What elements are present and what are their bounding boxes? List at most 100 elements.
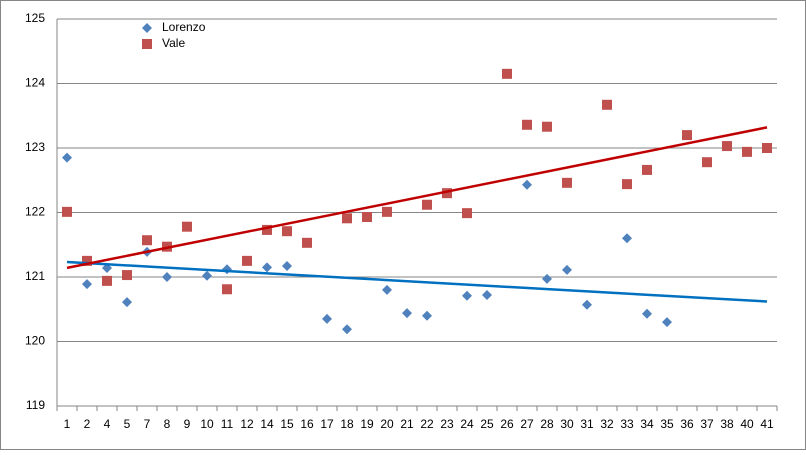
point (622, 179, 632, 190)
x-tick-label: 22 (420, 417, 434, 431)
point (662, 317, 672, 328)
point (542, 273, 552, 284)
point (462, 208, 472, 219)
x-tick-label: 41 (760, 417, 774, 431)
x-tick-label: 17 (320, 417, 334, 431)
x-tick-label: 32 (600, 417, 614, 431)
y-tick-label: 121 (25, 269, 45, 283)
legend-marker (142, 23, 152, 33)
x-tick-label: 24 (460, 417, 474, 431)
point (462, 290, 472, 301)
legend-marker (142, 39, 152, 49)
point (642, 164, 652, 175)
point (602, 99, 612, 110)
point (362, 212, 372, 223)
x-tick-label: 5 (124, 417, 131, 431)
point (202, 270, 212, 281)
point (182, 221, 192, 232)
point (502, 68, 512, 79)
point (442, 188, 452, 199)
point (282, 261, 292, 272)
x-tick-label: 16 (300, 417, 314, 431)
y-tick-label: 124 (25, 76, 45, 90)
point (142, 235, 152, 246)
x-tick-label: 11 (221, 417, 234, 431)
point (522, 119, 532, 130)
x-tick-label: 9 (184, 417, 191, 431)
point (382, 206, 392, 217)
point (422, 199, 432, 210)
point (582, 299, 592, 310)
point (682, 130, 692, 141)
point (262, 224, 272, 235)
x-tick-label: 26 (500, 417, 514, 431)
point (742, 146, 752, 157)
point (722, 141, 732, 152)
point (762, 143, 772, 153)
x-tick-label: 12 (240, 417, 254, 431)
x-tick-label: 36 (680, 417, 694, 431)
point (102, 275, 112, 286)
point (542, 121, 552, 132)
y-tick-label: 122 (25, 205, 45, 219)
x-tick-label: 33 (620, 417, 634, 431)
point (162, 272, 172, 282)
x-tick-label: 18 (340, 417, 354, 431)
x-tick-label: 20 (380, 417, 394, 431)
point (402, 308, 412, 319)
y-tick-label: 125 (25, 11, 45, 25)
point (242, 255, 252, 266)
point (642, 308, 652, 319)
x-tick-label: 25 (480, 417, 494, 431)
point (322, 313, 332, 324)
point (622, 233, 632, 244)
legend-label: Vale (162, 36, 185, 50)
x-tick-label: 19 (360, 417, 374, 431)
point (382, 284, 392, 295)
point (422, 310, 432, 321)
x-tick-label: 7 (144, 417, 151, 431)
point (62, 206, 72, 217)
x-tick-label: 4 (104, 417, 111, 431)
x-tick-label: 34 (640, 417, 654, 431)
x-tick-label: 31 (580, 417, 594, 431)
point (522, 179, 532, 190)
trendline (66, 126, 768, 270)
x-tick-label: 8 (164, 417, 171, 431)
y-tick-label: 119 (26, 398, 45, 412)
x-tick-label: 15 (280, 417, 294, 431)
point (482, 290, 492, 301)
x-tick-label: 40 (740, 417, 754, 431)
point (702, 157, 712, 168)
legend-label: Lorenzo (162, 20, 206, 34)
x-tick-label: 27 (520, 417, 534, 431)
point (62, 152, 72, 163)
x-tick-label: 35 (660, 417, 674, 431)
point (562, 264, 572, 275)
point (82, 279, 92, 290)
point (82, 255, 92, 266)
x-tick-label: 30 (560, 417, 574, 431)
point (282, 226, 292, 237)
x-tick-label: 37 (700, 417, 714, 431)
point (222, 284, 232, 295)
x-tick-label: 10 (200, 417, 214, 431)
trendline (66, 260, 768, 303)
point (562, 177, 572, 188)
point (122, 297, 132, 308)
x-tick-label: 23 (440, 417, 454, 431)
point (122, 270, 132, 281)
x-tick-label: 38 (720, 417, 734, 431)
point (342, 213, 352, 224)
y-tick-label: 123 (25, 140, 45, 154)
x-tick-label: 21 (400, 417, 414, 431)
point (342, 324, 352, 335)
point (262, 262, 272, 273)
y-tick-label: 120 (25, 334, 45, 348)
point (302, 237, 312, 248)
x-tick-label: 1 (64, 417, 71, 431)
x-tick-label: 14 (260, 417, 274, 431)
